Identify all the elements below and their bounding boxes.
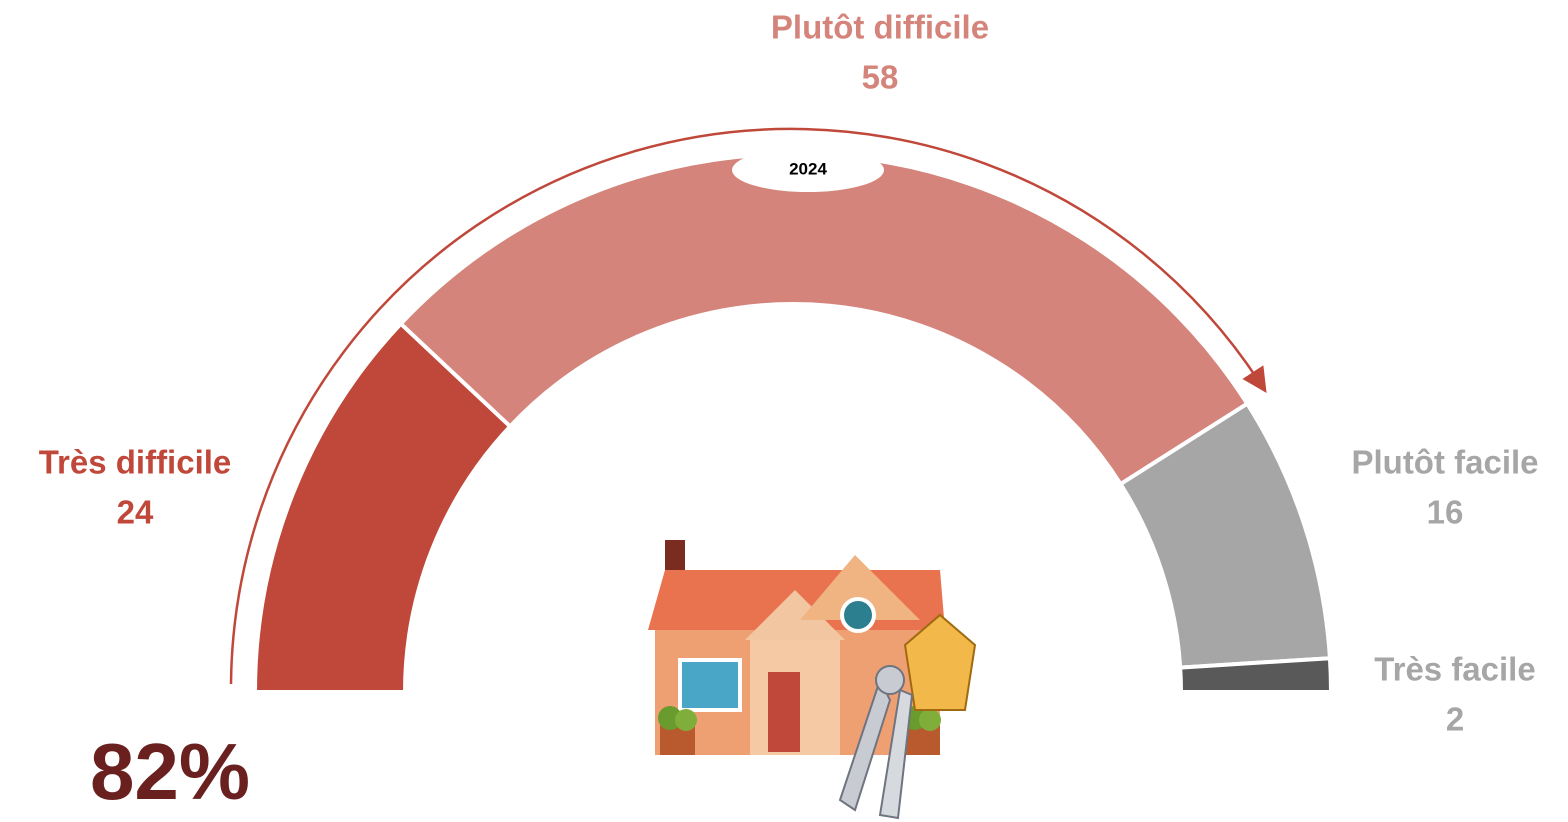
value-label: 16 — [1427, 494, 1464, 531]
house-illustration — [648, 540, 975, 818]
category-label: Très facile — [1374, 651, 1535, 688]
category-label: Plutôt facile — [1351, 444, 1538, 481]
page: 2024 82% Très difficile 24 Plutôt difficil… — [0, 0, 1568, 822]
value-label: 24 — [117, 494, 154, 531]
segment — [401, 154, 1247, 484]
value-label: 58 — [862, 59, 899, 96]
value-label: 2 — [1446, 701, 1464, 738]
share-label: 82% — [90, 727, 250, 816]
category-label: Très difficile — [39, 444, 232, 481]
category-label: Plutôt difficile — [771, 9, 989, 46]
chart: 2024 82% Très difficile 24 Plutôt difficil… — [0, 0, 1568, 822]
year-label: 2024 — [789, 159, 827, 178]
